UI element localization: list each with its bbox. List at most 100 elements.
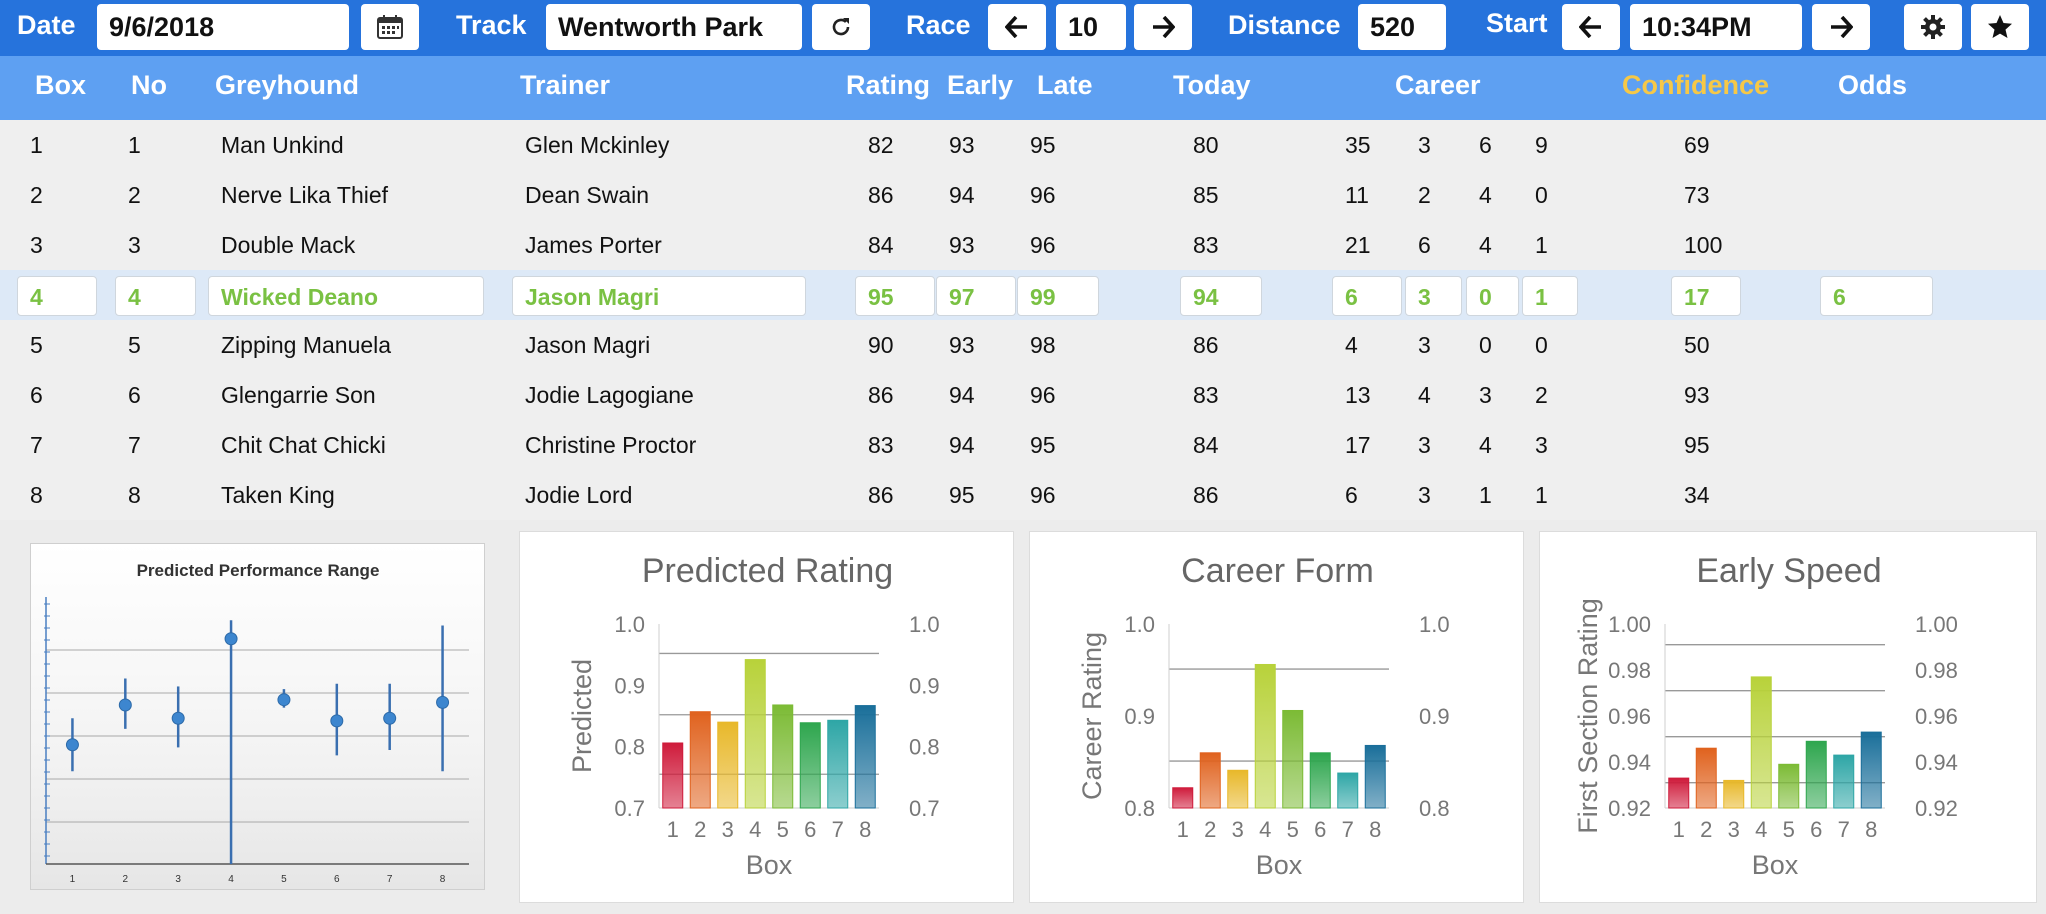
cell-late[interactable]: 99 — [1017, 276, 1099, 316]
table-row[interactable]: 1 1 Man Unkind Glen Mckinley 82 93 95 80 35 3 6 9 69 — [0, 120, 2046, 170]
y-tick-label-right: 0.9 — [1419, 704, 1450, 729]
y-tick-label-right: 0.96 — [1915, 704, 1958, 729]
distance-input[interactable]: 520 — [1358, 4, 1446, 50]
x-tick-label: 2 — [1700, 817, 1712, 842]
x-tick-label: 5 — [281, 874, 287, 885]
y-tick-label-left: 0.92 — [1608, 796, 1651, 821]
cell-box[interactable]: 4 — [17, 276, 97, 316]
toolbar: Date 9/6/2018 Track Wentworth Park Race … — [0, 0, 2046, 56]
x-tick-label: 5 — [777, 817, 789, 842]
y-tick-label-right: 1.00 — [1915, 612, 1958, 637]
track-input[interactable]: Wentworth Park — [546, 4, 802, 50]
cell-career-starts[interactable]: 6 — [1332, 276, 1402, 316]
x-axis-label: Box — [1752, 850, 1799, 880]
y-axis-label: Predicted — [567, 659, 597, 773]
cell-career-thirds: 0 — [1535, 182, 1548, 208]
table-row[interactable]: 3 3 Double Mack James Porter 84 93 96 83 21 6 4 1 10… — [0, 220, 2046, 270]
calendar-button[interactable] — [361, 4, 419, 50]
header-late[interactable]: Late — [1037, 70, 1093, 100]
bar — [662, 742, 684, 809]
y-axis-label: First Section Rating — [1573, 598, 1603, 834]
header-career[interactable]: Career — [1395, 70, 1481, 100]
x-tick-label: 3 — [722, 817, 734, 842]
cell-career-wins: 3 — [1418, 332, 1431, 358]
cell-early[interactable]: 97 — [936, 276, 1016, 316]
cell-rating[interactable]: 95 — [855, 276, 935, 316]
header-no[interactable]: No — [131, 70, 167, 100]
cell-no: 7 — [128, 432, 141, 458]
cell-confidence[interactable]: 17 — [1671, 276, 1741, 316]
cell-late: 98 — [1030, 332, 1056, 358]
cell-box: 8 — [30, 482, 43, 508]
x-tick-label: 1 — [1673, 817, 1685, 842]
header-box[interactable]: Box — [35, 70, 87, 100]
y-tick-label-right: 0.7 — [909, 796, 940, 821]
cell-career-thirds[interactable]: 1 — [1522, 276, 1578, 316]
header-early[interactable]: Early — [947, 70, 1014, 100]
arrow-left-icon — [1005, 16, 1027, 38]
bar — [1309, 752, 1331, 809]
header-trainer[interactable]: Trainer — [520, 70, 611, 100]
x-tick-label: 4 — [228, 874, 234, 885]
cell-late: 96 — [1030, 182, 1056, 208]
refresh-button[interactable] — [812, 4, 870, 50]
cell-confidence: 69 — [1684, 132, 1710, 158]
table-row[interactable]: 5 5 Zipping Manuela Jason Magri 90 93 98 86 4 3 0 0… — [0, 320, 2046, 370]
cell-career-wins: 3 — [1418, 132, 1431, 158]
header-greyhound[interactable]: Greyhound — [215, 70, 360, 100]
race-input[interactable]: 10 — [1056, 4, 1126, 50]
cell-odds[interactable]: 6 — [1820, 276, 1933, 316]
start-next-button[interactable] — [1812, 4, 1870, 50]
cell-no: 8 — [128, 482, 141, 508]
range-point — [330, 714, 344, 728]
cell-rating: 90 — [868, 332, 894, 358]
cell-greyhound[interactable]: Wicked Deano — [208, 276, 484, 316]
settings-button[interactable] — [1904, 4, 1962, 50]
x-tick-label: 8 — [859, 817, 871, 842]
cell-trainer: Dean Swain — [525, 182, 650, 208]
performance-range-svg: Predicted Performance Range 1 2 3 4 5 6 7 8 — [44, 561, 469, 885]
date-input[interactable]: 9/6/2018 — [97, 4, 349, 50]
bar — [1778, 763, 1800, 809]
cell-trainer: Jodie Lagogiane — [525, 382, 694, 408]
table-row[interactable]: 2 2 Nerve Lika Thief Dean Swain 86 94 96 85 11 2 4… — [0, 170, 2046, 220]
cell-greyhound: Glengarrie Son — [221, 382, 376, 408]
table-row[interactable]: 7 7 Chit Chat Chicki Christine Proctor 83 94 9… — [0, 420, 2046, 470]
table-row[interactable]: 6 6 Glengarrie Son Jodie Lagogiane 86 94 96 83 1… — [0, 370, 2046, 420]
range-point — [383, 711, 397, 725]
cell-no[interactable]: 4 — [115, 276, 196, 316]
arrow-right-icon — [1153, 16, 1175, 38]
cell-trainer[interactable]: Jason Magri — [512, 276, 806, 316]
header-today[interactable]: Today — [1173, 70, 1251, 100]
cell-no: 3 — [128, 232, 141, 258]
header-confidence[interactable]: Confidence — [1622, 70, 1770, 100]
favorite-button[interactable] — [1971, 4, 2029, 50]
y-tick-label-left: 0.98 — [1608, 658, 1651, 683]
cell-career-starts: 6 — [1345, 482, 1358, 508]
cell-early: 95 — [949, 482, 975, 508]
cell-career-wins: 3 — [1418, 432, 1431, 458]
cell-career-starts: 11 — [1345, 182, 1369, 208]
cell-today[interactable]: 94 — [1180, 276, 1262, 316]
track-label: Track — [456, 10, 527, 40]
race-prev-button[interactable] — [988, 4, 1046, 50]
chart-title: Early Speed — [1696, 552, 1881, 590]
cell-today: 83 — [1193, 382, 1219, 408]
race-next-button[interactable] — [1134, 4, 1192, 50]
start-input[interactable]: 10:34PM — [1630, 4, 1802, 50]
y-axis-label: Career Rating — [1077, 632, 1107, 800]
cell-career-wins[interactable]: 3 — [1405, 276, 1462, 316]
x-tick-label: 2 — [1204, 817, 1216, 842]
table-row-selected[interactable]: 4 4 Wicked Deano Jason Magri 95 97 99 94 6 3 0 1 17 6 — [0, 270, 2046, 320]
header-rating[interactable]: Rating — [846, 70, 930, 100]
refresh-icon — [832, 18, 850, 36]
cell-career-seconds[interactable]: 0 — [1466, 276, 1519, 316]
cell-confidence: 34 — [1684, 482, 1710, 508]
start-prev-button[interactable] — [1562, 4, 1620, 50]
y-tick-label-right: 0.94 — [1915, 750, 1958, 775]
cell-career-starts: 17 — [1345, 432, 1371, 458]
x-tick-label: 5 — [1287, 817, 1299, 842]
header-odds[interactable]: Odds — [1838, 70, 1908, 100]
table-row[interactable]: 8 8 Taken King Jodie Lord 86 95 96 86 6 3 1 1 34 — [0, 470, 2046, 520]
range-point — [224, 632, 238, 646]
